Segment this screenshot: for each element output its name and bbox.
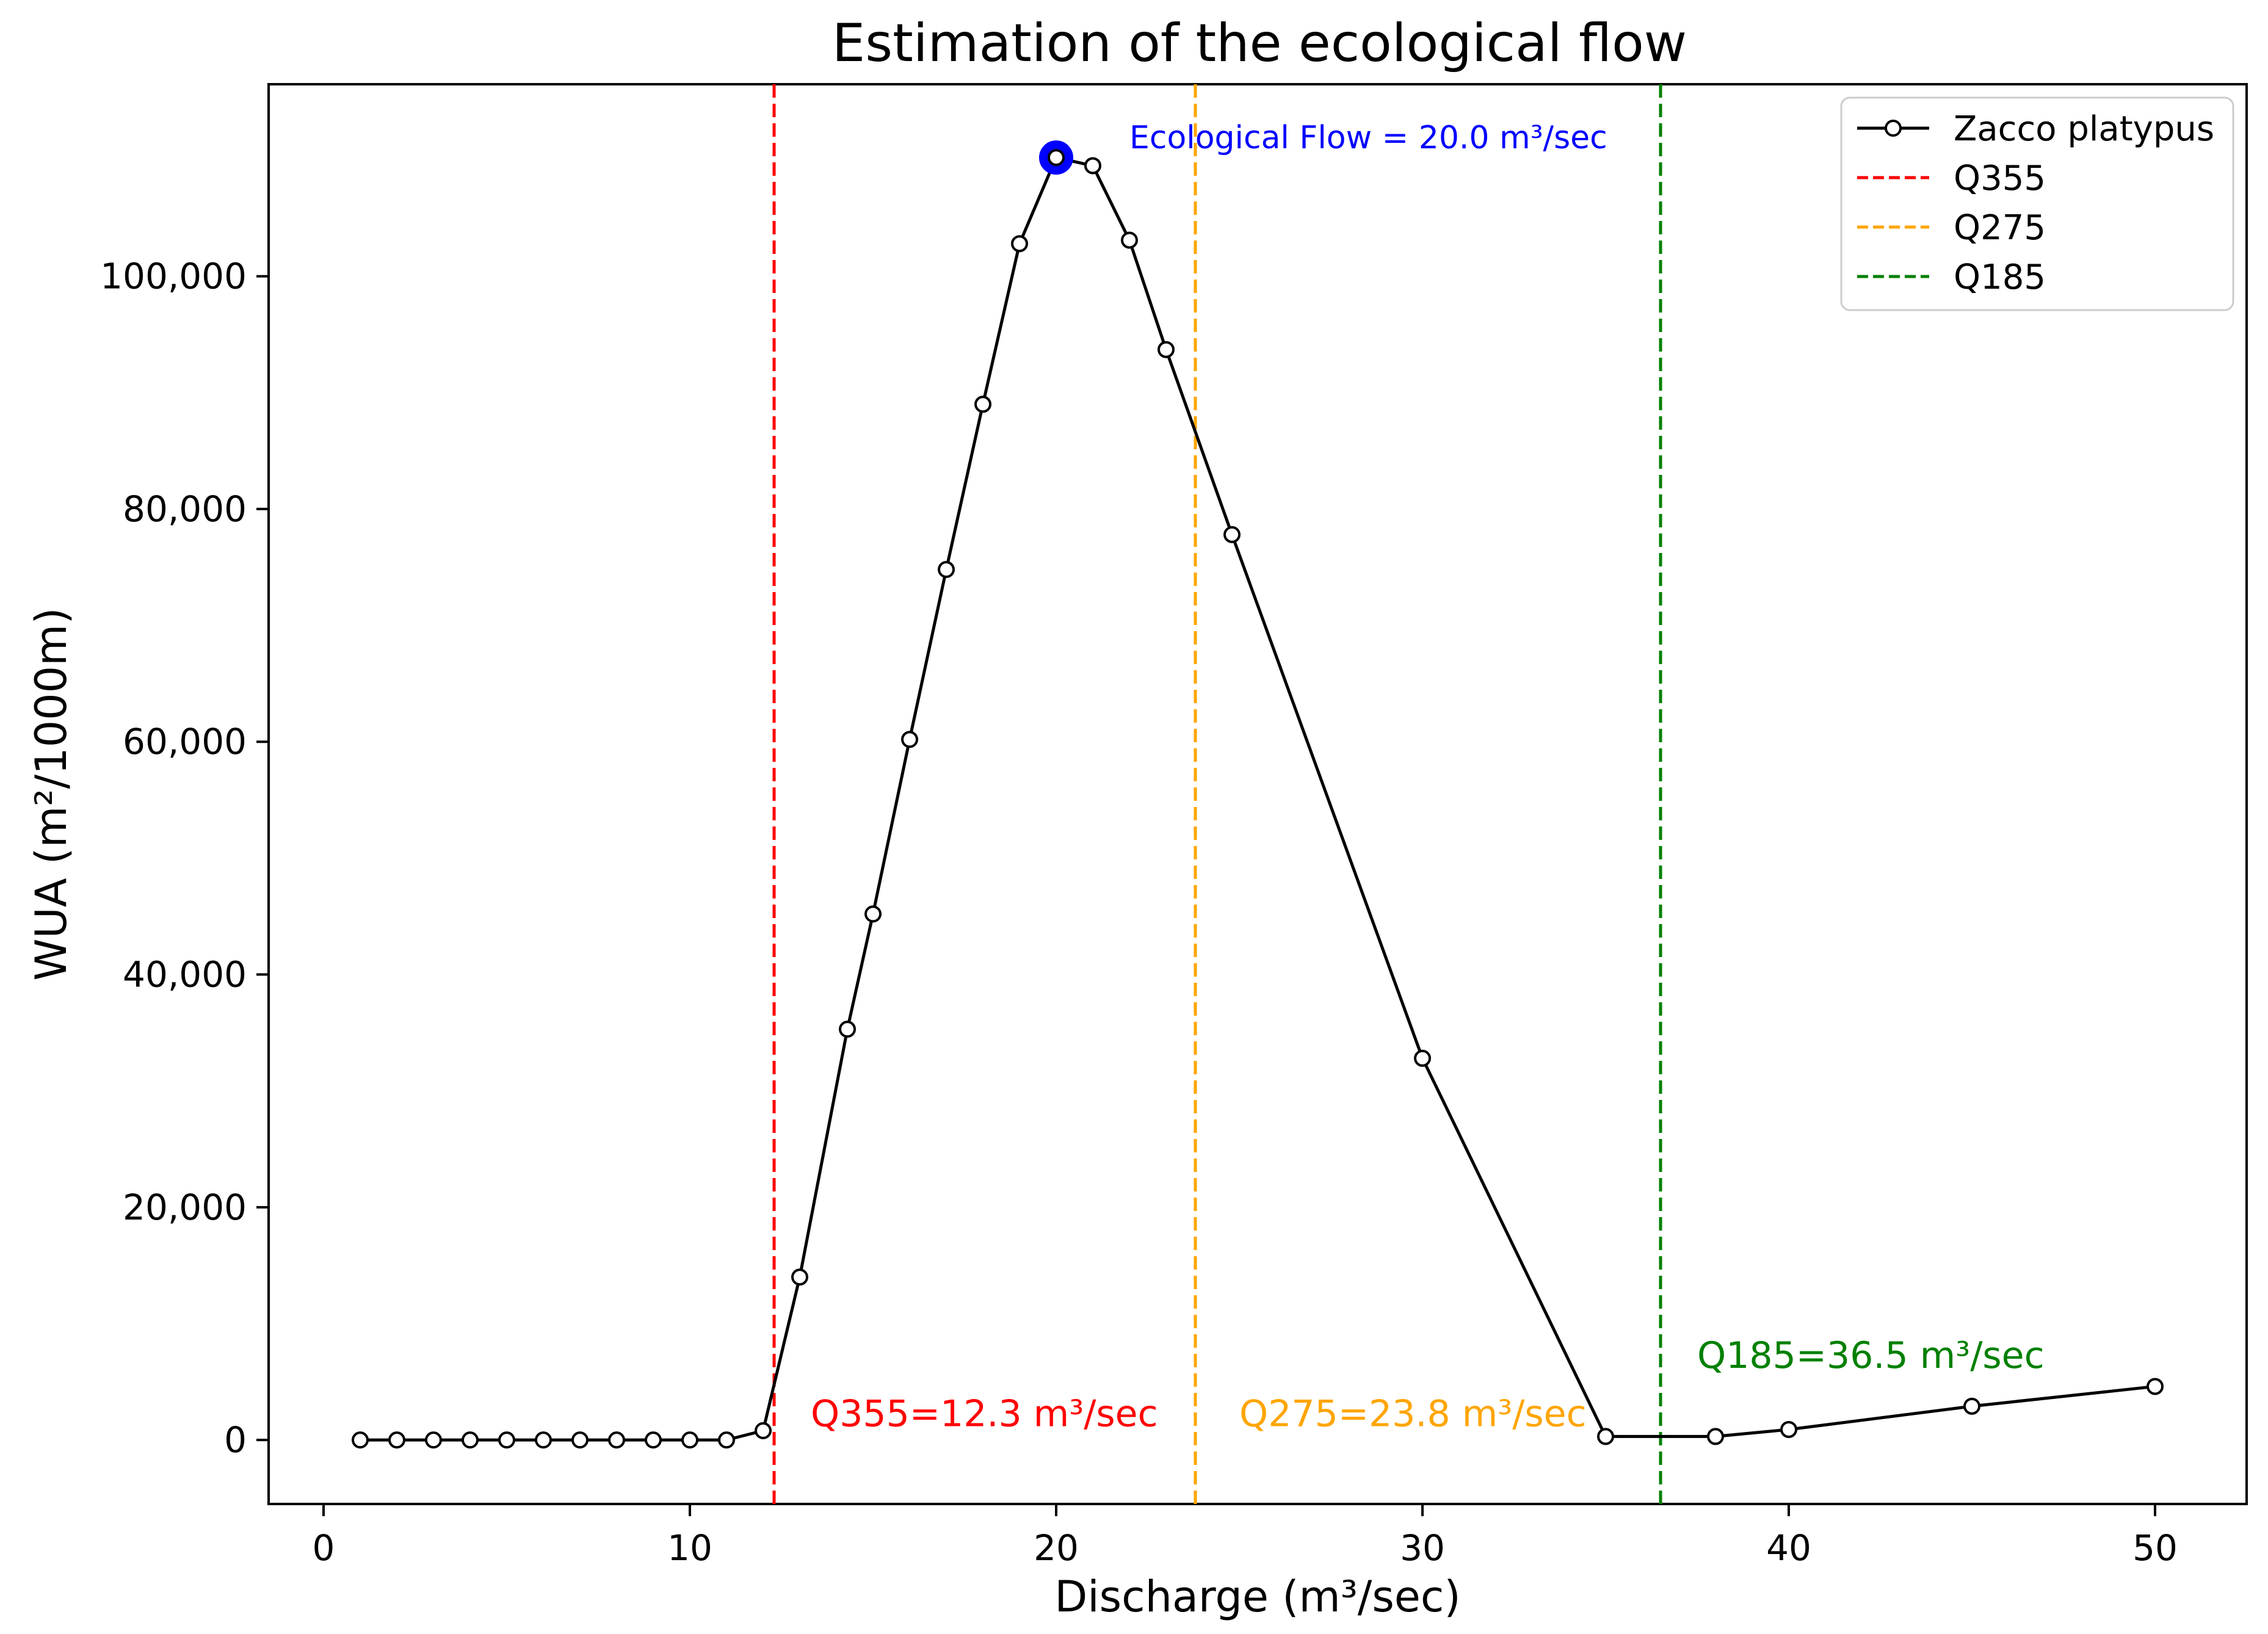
series-group bbox=[352, 149, 2164, 1449]
data-point bbox=[1121, 231, 1138, 249]
data-point bbox=[2147, 1378, 2164, 1395]
y-tick-label: 100,000 bbox=[100, 256, 247, 297]
plot-area: Q355=12.3 m³/sec Q275=23.8 m³/sec Q185=36.… bbox=[267, 83, 2248, 1505]
legend-label: Q185 bbox=[1954, 258, 2046, 297]
y-tick-label: 60,000 bbox=[123, 721, 247, 762]
x-tick-label: 50 bbox=[2132, 1527, 2178, 1569]
data-point bbox=[1084, 157, 1101, 175]
reference-line-label-q185: Q185=36.5 m³/sec bbox=[1697, 1334, 2045, 1377]
y-tick-label: 40,000 bbox=[123, 954, 247, 996]
data-point bbox=[974, 396, 991, 413]
x-tick-label: 30 bbox=[1400, 1527, 1445, 1569]
highlight-group: Ecological Flow = 20.0 m³/sec bbox=[1039, 120, 1607, 175]
ecological-flow-marker bbox=[1039, 140, 1073, 175]
data-point bbox=[1414, 1049, 1431, 1067]
reference-line-label-q275: Q275=23.8 m³/sec bbox=[1239, 1392, 1587, 1435]
legend-label: Q355 bbox=[1954, 159, 2046, 198]
x-tick-label: 10 bbox=[667, 1527, 712, 1569]
data-point bbox=[388, 1431, 405, 1449]
y-tick-label: 80,000 bbox=[123, 488, 247, 530]
legend-box bbox=[1840, 96, 2234, 311]
data-point bbox=[1597, 1428, 1614, 1445]
data-point bbox=[1780, 1420, 1797, 1438]
data-point bbox=[571, 1431, 589, 1449]
data-point bbox=[645, 1431, 662, 1449]
data-point bbox=[462, 1431, 479, 1449]
legend-items: Zacco platypus Q355 Q275 Q185 bbox=[1857, 109, 2214, 297]
data-point bbox=[1707, 1428, 1724, 1445]
data-point bbox=[718, 1431, 735, 1449]
legend-label: Q275 bbox=[1954, 208, 2046, 248]
data-point bbox=[681, 1431, 698, 1449]
data-point bbox=[1223, 526, 1241, 543]
legend-marker bbox=[1885, 120, 1902, 137]
data-point bbox=[938, 561, 955, 579]
x-tick-label: 40 bbox=[1766, 1527, 1811, 1569]
x-axis: 0 10 20 30 40 50 bbox=[313, 1504, 2178, 1569]
y-axis-label: WUA (m²/1000m) bbox=[26, 607, 76, 980]
data-point bbox=[901, 731, 918, 748]
data-point bbox=[498, 1431, 515, 1449]
data-point bbox=[1011, 235, 1028, 253]
data-point bbox=[1963, 1397, 1980, 1415]
legend: Zacco platypus Q355 Q275 Q185 bbox=[1840, 96, 2234, 311]
data-point bbox=[608, 1431, 625, 1449]
data-point bbox=[425, 1431, 442, 1449]
chart-title: Estimation of the ecological flow bbox=[832, 13, 1687, 74]
data-point bbox=[791, 1268, 808, 1286]
reference-line-labels: Q355=12.3 m³/sec Q275=23.8 m³/sec Q185=36.… bbox=[811, 1334, 2045, 1435]
data-point bbox=[352, 1431, 369, 1449]
data-point bbox=[839, 1021, 856, 1038]
y-axis: 0 20,000 40,000 60,000 80,000 100,000 bbox=[100, 256, 269, 1461]
axes-frame bbox=[267, 83, 2248, 1505]
data-point bbox=[1158, 341, 1175, 358]
y-tick-label: 20,000 bbox=[123, 1187, 247, 1228]
reference-line-label-q355: Q355=12.3 m³/sec bbox=[811, 1392, 1158, 1435]
ecological-flow-label: Ecological Flow = 20.0 m³/sec bbox=[1129, 120, 1607, 156]
x-tick-label: 20 bbox=[1034, 1527, 1079, 1569]
x-tick-label: 0 bbox=[313, 1527, 335, 1569]
y-tick-label: 0 bbox=[224, 1419, 247, 1461]
legend-label: Zacco platypus bbox=[1954, 109, 2214, 149]
data-point bbox=[535, 1431, 552, 1449]
data-point bbox=[864, 905, 882, 923]
reference-lines bbox=[772, 84, 1662, 1504]
x-axis-label: Discharge (m³/sec) bbox=[1054, 1572, 1460, 1622]
data-point bbox=[755, 1422, 772, 1439]
ecological-flow-point bbox=[1048, 149, 1065, 167]
